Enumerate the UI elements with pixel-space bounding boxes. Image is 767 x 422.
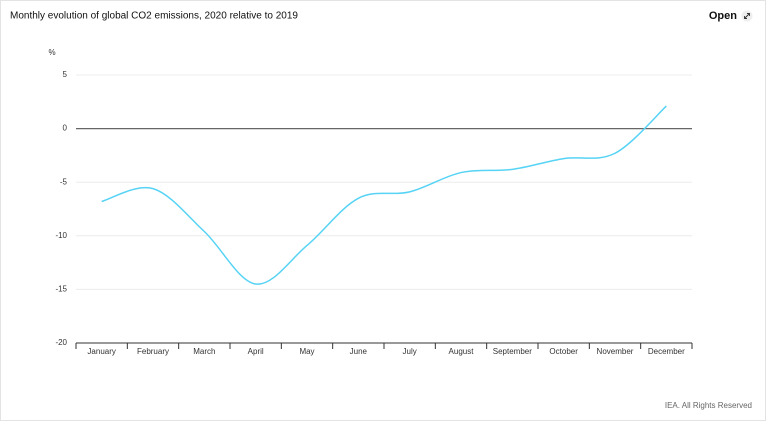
x-tick-label: August — [449, 347, 475, 356]
y-axis-label: % — [48, 48, 55, 57]
x-tick-label: February — [137, 347, 169, 356]
y-tick-label: 5 — [63, 70, 68, 79]
y-tick-label: -5 — [60, 177, 68, 186]
y-tick-label: 0 — [63, 124, 68, 133]
x-tick-label: October — [549, 347, 578, 356]
footer: IEA. All Rights Reserved — [665, 401, 752, 410]
x-tick-label: May — [299, 347, 314, 356]
y-tick-label: -15 — [55, 285, 67, 294]
x-tick-label: April — [248, 347, 264, 356]
line — [101, 105, 667, 285]
open-icon-arrow — [744, 13, 750, 19]
open-button[interactable]: Open — [709, 10, 753, 22]
x-tick-label: January — [87, 347, 115, 356]
x-tick-label: March — [193, 347, 215, 356]
open-label[interactable]: Open — [709, 10, 737, 22]
y-tick-label: -20 — [55, 338, 67, 347]
x-tick-label: June — [350, 347, 368, 356]
x-tick-label: December — [648, 347, 685, 356]
x-tick-label: July — [403, 347, 417, 356]
y-tick-label: -10 — [55, 231, 67, 240]
x-tick-label: November — [597, 347, 634, 356]
x-tick-label: September — [493, 347, 532, 356]
chart-title: Monthly evolution of global CO2 emission… — [10, 11, 298, 22]
